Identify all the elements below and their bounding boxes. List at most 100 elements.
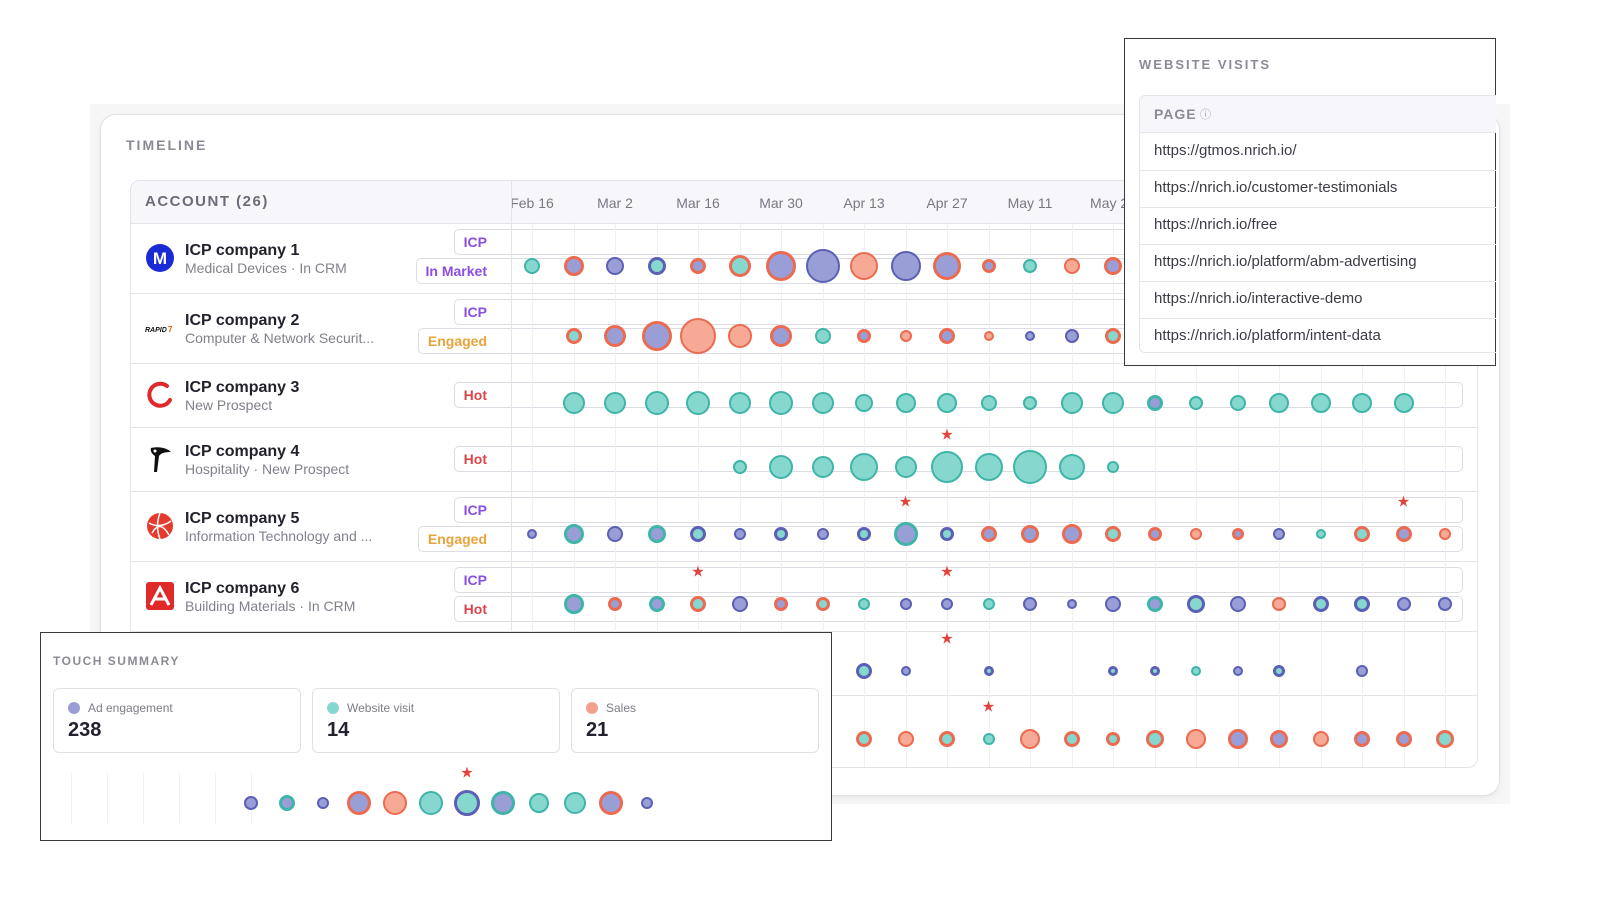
touch-dot[interactable] xyxy=(850,453,878,481)
touch-dot[interactable] xyxy=(814,328,831,344)
touch-dot[interactable] xyxy=(1354,731,1370,747)
touch-dot[interactable] xyxy=(1025,331,1035,341)
touch-dot[interactable] xyxy=(1310,393,1331,413)
touch-dot[interactable] xyxy=(983,331,994,341)
touch-dot[interactable] xyxy=(1273,665,1285,677)
touch-dot[interactable] xyxy=(1021,525,1039,543)
touch-dot[interactable] xyxy=(317,797,329,809)
touch-dot[interactable] xyxy=(1436,730,1454,748)
touch-dot[interactable] xyxy=(686,391,710,415)
page-url[interactable]: https://nrich.io/platform/abm-advertisin… xyxy=(1154,253,1417,270)
touch-dot[interactable] xyxy=(1145,730,1164,748)
touch-dot[interactable] xyxy=(897,731,914,747)
touch-dot[interactable] xyxy=(899,598,912,610)
touch-dot[interactable] xyxy=(1231,528,1244,540)
touch-dot[interactable] xyxy=(974,453,1003,481)
touch-dot[interactable] xyxy=(1354,596,1370,612)
touch-dot[interactable] xyxy=(1020,729,1040,749)
touch-dot[interactable] xyxy=(1232,666,1243,676)
touch-dot[interactable] xyxy=(1395,526,1412,542)
account-row[interactable]: ICP company 6 Building Materials · In CRM… xyxy=(131,561,1477,632)
touch-dot[interactable] xyxy=(1149,666,1160,676)
touch-dot[interactable] xyxy=(680,318,716,354)
touch-dot[interactable] xyxy=(850,252,878,280)
touch-dot[interactable] xyxy=(774,597,788,611)
touch-dot[interactable] xyxy=(982,598,995,610)
touch-dot[interactable] xyxy=(899,330,912,342)
touch-dot[interactable] xyxy=(940,527,954,541)
touch-dot[interactable] xyxy=(648,596,665,612)
touch-dot[interactable] xyxy=(644,391,669,415)
touch-dot[interactable] xyxy=(529,793,549,813)
touch-dot[interactable] xyxy=(937,393,957,413)
touch-dot[interactable] xyxy=(1229,395,1246,411)
touch-dot[interactable] xyxy=(1189,396,1203,410)
touch-dot[interactable] xyxy=(608,597,622,611)
account-name[interactable]: ICP company 3 xyxy=(185,379,300,396)
touch-dot[interactable] xyxy=(732,460,747,474)
touch-dot[interactable] xyxy=(941,598,953,610)
touch-dot[interactable] xyxy=(690,596,706,612)
touch-dot[interactable] xyxy=(491,791,515,815)
touch-dot[interactable] xyxy=(1312,596,1329,612)
touch-dot[interactable] xyxy=(1105,526,1121,542)
page-row[interactable]: https://nrich.io/free xyxy=(1140,207,1496,245)
touch-dot[interactable] xyxy=(1438,597,1452,611)
page-row[interactable]: https://gtmos.nrich.io/ xyxy=(1140,133,1496,171)
touch-dot[interactable] xyxy=(1393,393,1414,413)
page-url[interactable]: https://nrich.io/platform/intent-data xyxy=(1154,327,1381,344)
touch-dot[interactable] xyxy=(816,528,829,540)
touch-dot[interactable] xyxy=(733,528,746,540)
page-row[interactable]: https://nrich.io/platform/abm-advertisin… xyxy=(1140,244,1496,282)
touch-dot[interactable] xyxy=(939,328,955,344)
touch-dot[interactable] xyxy=(279,795,295,811)
touch-dot[interactable] xyxy=(1191,666,1201,676)
touch-dot[interactable] xyxy=(1147,527,1162,541)
page-url[interactable]: https://nrich.io/customer-testimonials xyxy=(1154,179,1398,196)
page-url[interactable]: https://nrich.io/free xyxy=(1154,216,1278,233)
page-url[interactable]: https://nrich.io/interactive-demo xyxy=(1154,290,1363,307)
touch-dot[interactable] xyxy=(815,597,830,611)
touch-dot[interactable] xyxy=(562,392,585,414)
touch-dot[interactable] xyxy=(766,251,796,281)
touch-dot[interactable] xyxy=(856,663,872,679)
touch-dot[interactable] xyxy=(811,456,834,478)
touch-dot[interactable] xyxy=(1354,526,1370,542)
touch-dot[interactable] xyxy=(1356,665,1368,677)
touch-dot[interactable] xyxy=(981,259,996,273)
account-column-header[interactable]: ACCOUNT (26) xyxy=(145,193,269,210)
touch-dot[interactable] xyxy=(1061,524,1082,544)
touch-dot[interactable] xyxy=(1058,454,1085,480)
touch-dot[interactable] xyxy=(565,328,582,344)
account-name[interactable]: ICP company 2 xyxy=(185,312,300,329)
touch-dot[interactable] xyxy=(858,598,870,610)
touch-dot[interactable] xyxy=(1023,597,1037,611)
touch-dot[interactable] xyxy=(690,258,706,274)
touch-dot[interactable] xyxy=(647,257,666,275)
touch-dot[interactable] xyxy=(1396,597,1411,611)
touch-dot[interactable] xyxy=(933,252,961,280)
touch-dot[interactable] xyxy=(856,731,872,747)
touch-dot[interactable] xyxy=(604,325,626,347)
touch-dot[interactable] xyxy=(563,524,584,544)
touch-dot[interactable] xyxy=(524,258,540,274)
touch-dot[interactable] xyxy=(454,790,480,816)
touch-dot[interactable] xyxy=(527,529,537,539)
touch-dot[interactable] xyxy=(419,791,443,815)
account-name[interactable]: ICP company 5 xyxy=(185,510,300,527)
touch-dot[interactable] xyxy=(1439,528,1451,540)
touch-dot[interactable] xyxy=(1102,392,1124,414)
touch-dot[interactable] xyxy=(1187,595,1205,613)
touch-dot[interactable] xyxy=(1272,597,1286,611)
touch-dot[interactable] xyxy=(244,796,258,810)
touch-dot[interactable] xyxy=(939,731,955,747)
touch-dot[interactable] xyxy=(1395,731,1412,747)
touch-dot[interactable] xyxy=(1104,257,1122,275)
touch-dot[interactable] xyxy=(1190,528,1202,540)
touch-dot[interactable] xyxy=(1023,396,1037,410)
touch-dot[interactable] xyxy=(383,791,407,815)
touch-dot[interactable] xyxy=(641,797,653,809)
touch-dot[interactable] xyxy=(1227,729,1248,749)
touch-dot[interactable] xyxy=(855,394,873,412)
touch-dot[interactable] xyxy=(1107,461,1119,473)
